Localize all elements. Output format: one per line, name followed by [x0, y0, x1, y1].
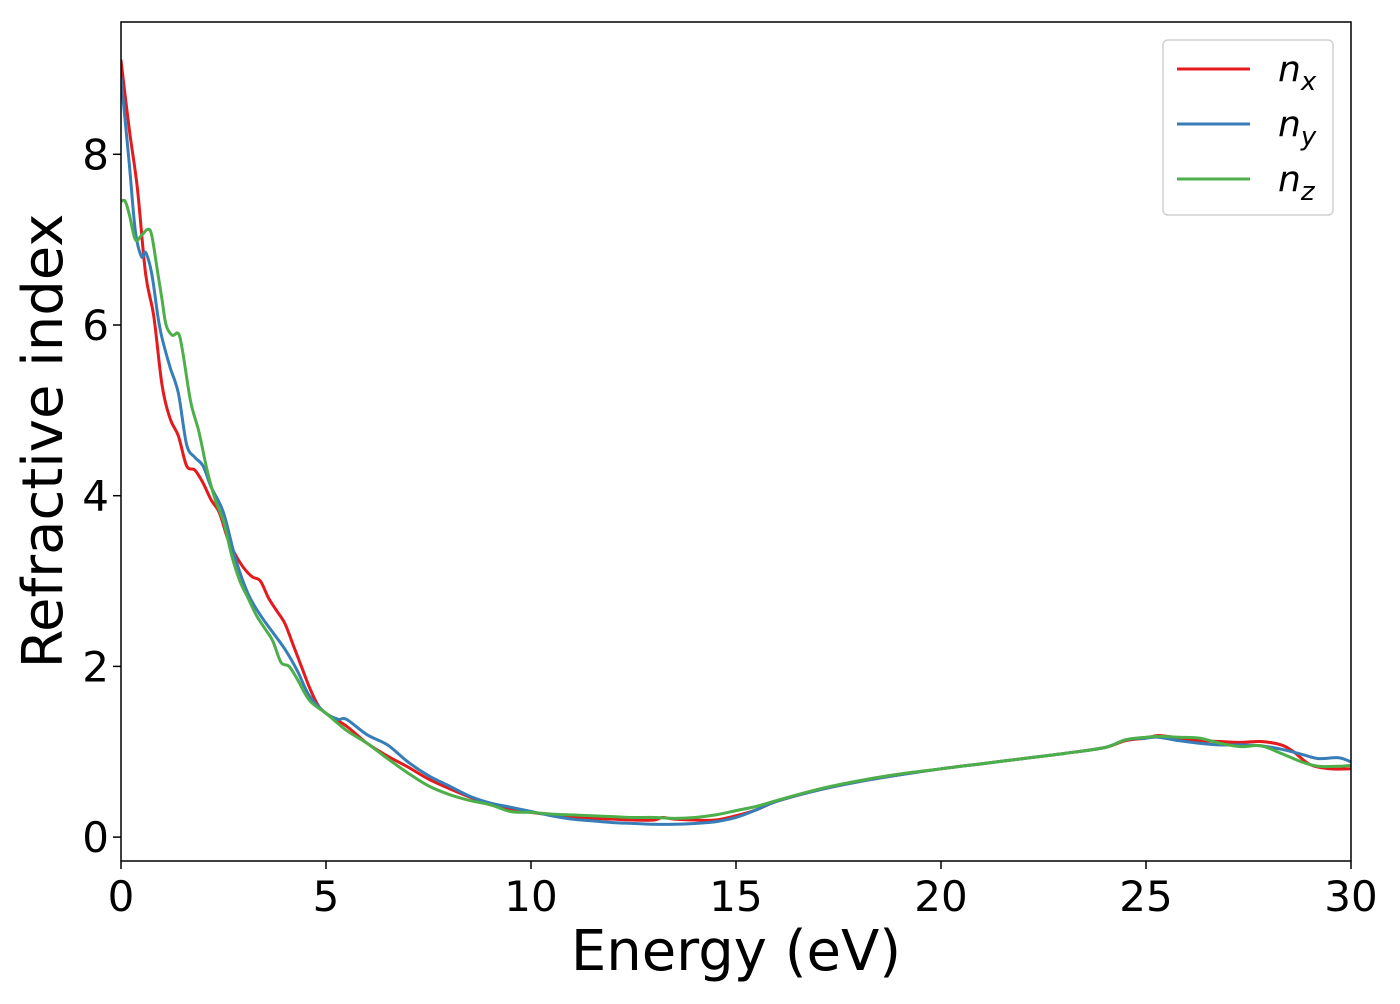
y-tick-label: 8	[82, 130, 109, 179]
y-tick-label: 2	[82, 642, 109, 691]
x-tick-label: 30	[1324, 872, 1377, 921]
y-tick-label: 6	[82, 301, 109, 350]
legend: nx ny nz	[1162, 39, 1334, 216]
x-tick-label: 5	[313, 872, 340, 921]
x-tick-label: 10	[504, 872, 557, 921]
x-tick-label: 25	[1119, 872, 1172, 921]
legend-label-n-z: nz	[1278, 159, 1316, 207]
x-tick-label: 15	[709, 872, 762, 921]
x-tick-label: 0	[108, 872, 135, 921]
x-tick-label: 20	[914, 872, 967, 921]
legend-box	[1162, 39, 1334, 216]
series-layer	[121, 58, 1351, 826]
y-tick-label: 4	[82, 472, 109, 521]
axis-layer: 0 5 10 15 20 25 30 0 2 4 6 8	[82, 130, 1377, 921]
y-tick-label: 0	[82, 813, 109, 862]
x-axis-label: Energy (eV)	[571, 919, 901, 984]
legend-label-n-x: nx	[1278, 49, 1317, 97]
legend-label-n-y: ny	[1278, 104, 1317, 152]
y-axis-label: Refractive index	[11, 214, 76, 669]
series-line-n-z	[121, 198, 1351, 820]
